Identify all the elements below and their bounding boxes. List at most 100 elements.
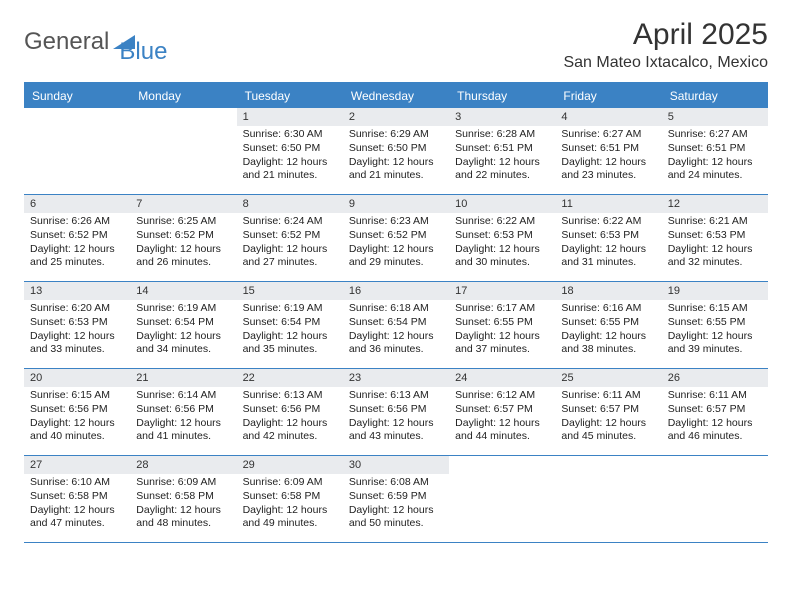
daylight-line: Daylight: 12 hours and 40 minutes. [30,417,124,444]
daylight-line: Daylight: 12 hours and 21 minutes. [243,156,337,183]
daylight-line: Daylight: 12 hours and 25 minutes. [30,243,124,270]
day-number: 13 [24,282,130,300]
daylight-line: Daylight: 12 hours and 22 minutes. [455,156,549,183]
page-title: April 2025 [563,18,768,52]
calendar-empty [449,456,555,542]
day-number: 20 [24,369,130,387]
sunset-line: Sunset: 6:51 PM [455,142,549,156]
calendar-day: 29Sunrise: 6:09 AMSunset: 6:58 PMDayligh… [237,456,343,542]
sunset-line: Sunset: 6:56 PM [349,403,443,417]
daylight-line: Daylight: 12 hours and 47 minutes. [30,504,124,531]
sunrise-line: Sunrise: 6:24 AM [243,215,337,229]
sunset-line: Sunset: 6:56 PM [30,403,124,417]
daylight-line: Daylight: 12 hours and 32 minutes. [668,243,762,270]
calendar-week: 27Sunrise: 6:10 AMSunset: 6:58 PMDayligh… [24,456,768,543]
day-info: Sunrise: 6:19 AMSunset: 6:54 PMDaylight:… [130,300,236,361]
sunrise-line: Sunrise: 6:21 AM [668,215,762,229]
day-number: 23 [343,369,449,387]
sunset-line: Sunset: 6:53 PM [668,229,762,243]
day-number: 7 [130,195,236,213]
calendar-day: 26Sunrise: 6:11 AMSunset: 6:57 PMDayligh… [662,369,768,455]
sunset-line: Sunset: 6:50 PM [349,142,443,156]
calendar-day: 4Sunrise: 6:27 AMSunset: 6:51 PMDaylight… [555,108,661,194]
weekday-header: Monday [130,84,236,108]
weekday-header: Saturday [662,84,768,108]
daylight-line: Daylight: 12 hours and 24 minutes. [668,156,762,183]
sunrise-line: Sunrise: 6:19 AM [243,302,337,316]
day-info: Sunrise: 6:15 AMSunset: 6:56 PMDaylight:… [24,387,130,448]
sunset-line: Sunset: 6:58 PM [136,490,230,504]
day-number: 18 [555,282,661,300]
calendar-day: 21Sunrise: 6:14 AMSunset: 6:56 PMDayligh… [130,369,236,455]
sunset-line: Sunset: 6:52 PM [136,229,230,243]
day-info: Sunrise: 6:13 AMSunset: 6:56 PMDaylight:… [237,387,343,448]
day-number: 3 [449,108,555,126]
sunrise-line: Sunrise: 6:20 AM [30,302,124,316]
sunset-line: Sunset: 6:52 PM [30,229,124,243]
day-info: Sunrise: 6:29 AMSunset: 6:50 PMDaylight:… [343,126,449,187]
sunset-line: Sunset: 6:54 PM [243,316,337,330]
day-info: Sunrise: 6:18 AMSunset: 6:54 PMDaylight:… [343,300,449,361]
calendar-body: 1Sunrise: 6:30 AMSunset: 6:50 PMDaylight… [24,108,768,543]
day-info: Sunrise: 6:12 AMSunset: 6:57 PMDaylight:… [449,387,555,448]
sunset-line: Sunset: 6:53 PM [561,229,655,243]
day-number: 9 [343,195,449,213]
day-info: Sunrise: 6:11 AMSunset: 6:57 PMDaylight:… [555,387,661,448]
day-number: 15 [237,282,343,300]
daylight-line: Daylight: 12 hours and 48 minutes. [136,504,230,531]
daylight-line: Daylight: 12 hours and 35 minutes. [243,330,337,357]
sunset-line: Sunset: 6:51 PM [668,142,762,156]
daylight-line: Daylight: 12 hours and 49 minutes. [243,504,337,531]
daylight-line: Daylight: 12 hours and 34 minutes. [136,330,230,357]
sunrise-line: Sunrise: 6:15 AM [30,389,124,403]
sunrise-line: Sunrise: 6:29 AM [349,128,443,142]
day-info: Sunrise: 6:27 AMSunset: 6:51 PMDaylight:… [555,126,661,187]
sunset-line: Sunset: 6:57 PM [668,403,762,417]
daylight-line: Daylight: 12 hours and 50 minutes. [349,504,443,531]
daylight-line: Daylight: 12 hours and 26 minutes. [136,243,230,270]
calendar-day: 7Sunrise: 6:25 AMSunset: 6:52 PMDaylight… [130,195,236,281]
day-info: Sunrise: 6:25 AMSunset: 6:52 PMDaylight:… [130,213,236,274]
calendar-day: 9Sunrise: 6:23 AMSunset: 6:52 PMDaylight… [343,195,449,281]
day-number: 21 [130,369,236,387]
daylight-line: Daylight: 12 hours and 36 minutes. [349,330,443,357]
sunset-line: Sunset: 6:52 PM [349,229,443,243]
calendar-day: 13Sunrise: 6:20 AMSunset: 6:53 PMDayligh… [24,282,130,368]
sunrise-line: Sunrise: 6:12 AM [455,389,549,403]
calendar-day: 1Sunrise: 6:30 AMSunset: 6:50 PMDaylight… [237,108,343,194]
sunrise-line: Sunrise: 6:15 AM [668,302,762,316]
day-number: 30 [343,456,449,474]
calendar-empty [130,108,236,194]
day-info: Sunrise: 6:30 AMSunset: 6:50 PMDaylight:… [237,126,343,187]
logo: General Blue [24,18,167,66]
daylight-line: Daylight: 12 hours and 27 minutes. [243,243,337,270]
weekday-header: Wednesday [343,84,449,108]
daylight-line: Daylight: 12 hours and 39 minutes. [668,330,762,357]
day-number: 25 [555,369,661,387]
weekday-header: Sunday [24,84,130,108]
day-number: 14 [130,282,236,300]
calendar: SundayMondayTuesdayWednesdayThursdayFrid… [24,82,768,543]
sunrise-line: Sunrise: 6:23 AM [349,215,443,229]
day-info: Sunrise: 6:20 AMSunset: 6:53 PMDaylight:… [24,300,130,361]
calendar-day: 8Sunrise: 6:24 AMSunset: 6:52 PMDaylight… [237,195,343,281]
sunset-line: Sunset: 6:57 PM [455,403,549,417]
calendar-day: 25Sunrise: 6:11 AMSunset: 6:57 PMDayligh… [555,369,661,455]
sunrise-line: Sunrise: 6:26 AM [30,215,124,229]
day-number: 27 [24,456,130,474]
day-number: 1 [237,108,343,126]
calendar-empty [555,456,661,542]
day-info: Sunrise: 6:28 AMSunset: 6:51 PMDaylight:… [449,126,555,187]
calendar-day: 27Sunrise: 6:10 AMSunset: 6:58 PMDayligh… [24,456,130,542]
calendar-day: 20Sunrise: 6:15 AMSunset: 6:56 PMDayligh… [24,369,130,455]
sunrise-line: Sunrise: 6:14 AM [136,389,230,403]
calendar-day: 6Sunrise: 6:26 AMSunset: 6:52 PMDaylight… [24,195,130,281]
sunset-line: Sunset: 6:51 PM [561,142,655,156]
day-number: 17 [449,282,555,300]
weekday-header: Tuesday [237,84,343,108]
day-info: Sunrise: 6:23 AMSunset: 6:52 PMDaylight:… [343,213,449,274]
sunset-line: Sunset: 6:56 PM [136,403,230,417]
day-number: 10 [449,195,555,213]
sunrise-line: Sunrise: 6:09 AM [136,476,230,490]
daylight-line: Daylight: 12 hours and 45 minutes. [561,417,655,444]
